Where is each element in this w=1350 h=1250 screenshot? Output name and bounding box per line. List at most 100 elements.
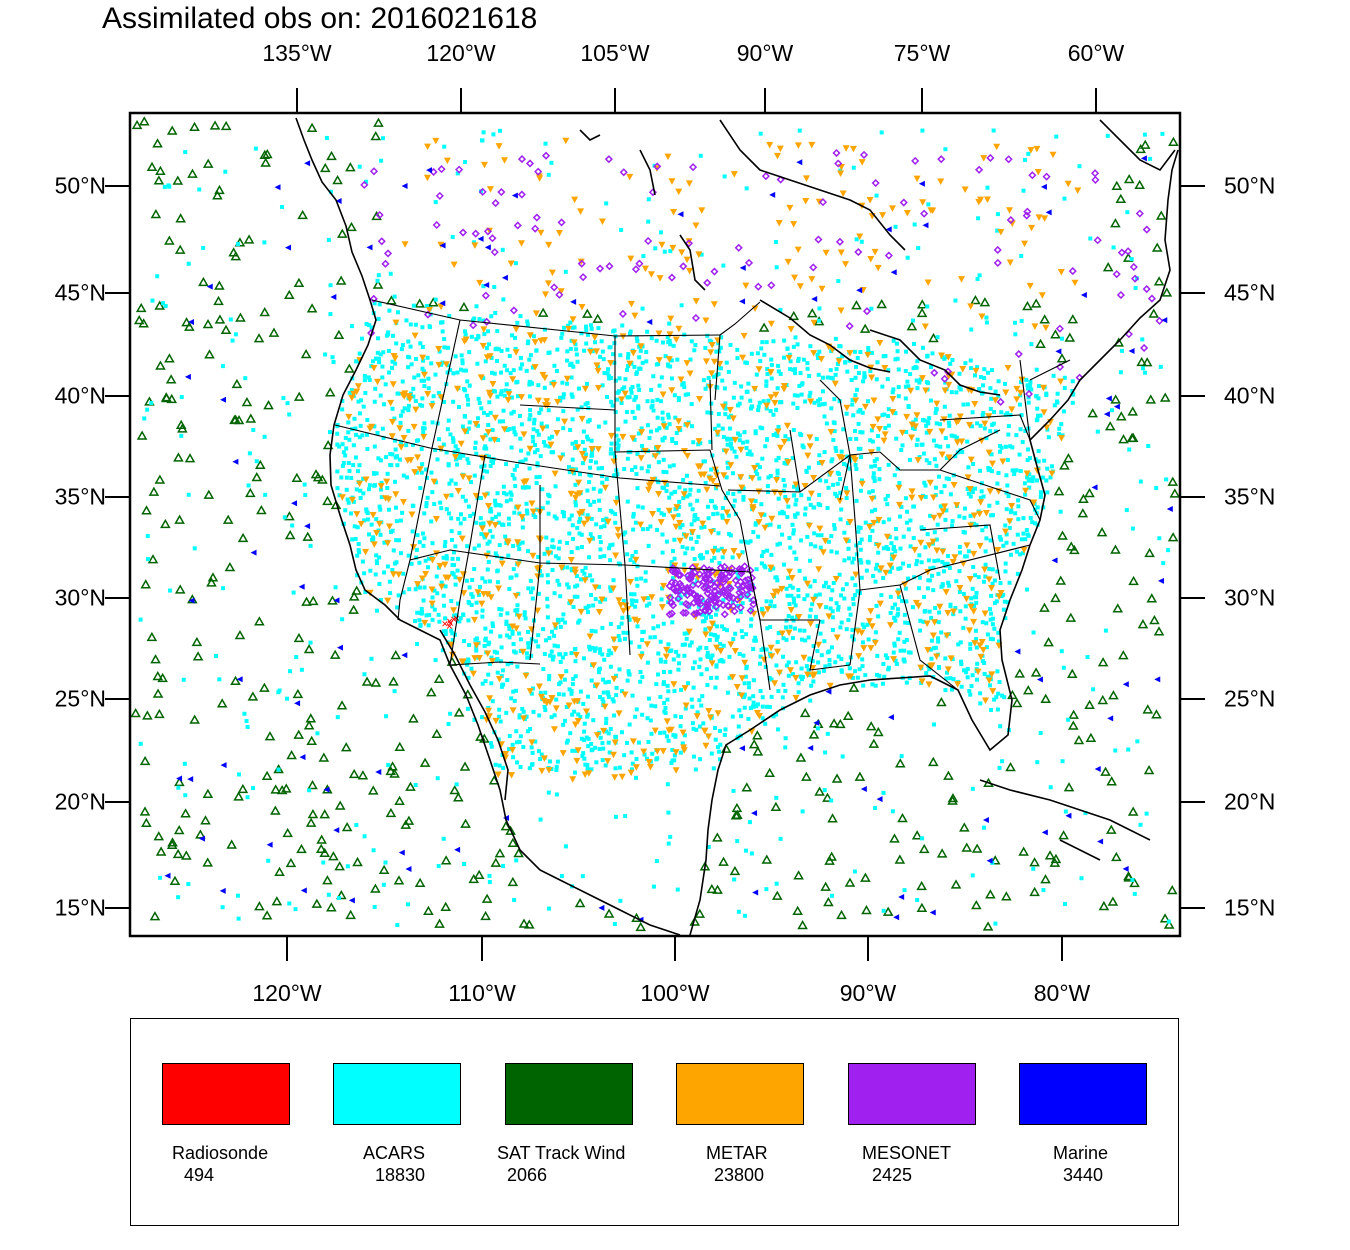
- metar-marker: [767, 394, 775, 401]
- mesonet-marker: [1023, 207, 1032, 216]
- sat-wind-marker: [1167, 532, 1179, 542]
- acars-marker: [390, 452, 395, 457]
- acars-marker: [701, 721, 706, 726]
- acars-marker: [1008, 444, 1013, 449]
- acars-marker: [651, 559, 656, 564]
- acars-marker: [870, 489, 875, 494]
- metar-marker: [986, 488, 994, 495]
- right-lat-label: 50°N: [1224, 172, 1276, 199]
- metar-marker: [629, 738, 637, 745]
- acars-marker: [676, 667, 681, 672]
- sat-wind-marker: [1104, 421, 1116, 431]
- acars-marker: [758, 358, 763, 363]
- acars-marker: [835, 481, 840, 486]
- acars-marker: [529, 745, 534, 750]
- acars-marker: [800, 675, 805, 680]
- acars-marker: [959, 662, 964, 667]
- metar-marker: [471, 655, 479, 662]
- acars-marker: [142, 416, 147, 421]
- acars-marker: [362, 834, 367, 839]
- acars-marker: [551, 450, 556, 455]
- acars-marker: [670, 576, 675, 581]
- mesonet-marker: [517, 190, 526, 199]
- acars-marker: [534, 348, 539, 353]
- acars-marker: [472, 473, 477, 478]
- acars-marker: [467, 643, 472, 648]
- acars-marker: [906, 404, 911, 409]
- acars-marker: [539, 573, 544, 578]
- acars-marker: [949, 687, 954, 692]
- metar-marker: [1017, 389, 1025, 397]
- sat-wind-marker: [970, 295, 981, 305]
- acars-marker: [669, 376, 674, 381]
- metar-marker: [392, 491, 400, 498]
- acars-marker: [894, 436, 899, 441]
- acars-marker: [703, 345, 708, 350]
- acars-marker: [345, 497, 350, 502]
- acars-marker: [790, 456, 795, 461]
- acars-marker: [672, 753, 677, 758]
- acars-marker: [547, 759, 552, 764]
- acars-marker: [420, 345, 425, 350]
- acars-marker: [410, 529, 415, 534]
- acars-marker: [656, 624, 661, 629]
- acars-marker: [771, 714, 776, 719]
- acars-marker: [683, 551, 688, 556]
- acars-marker: [808, 542, 813, 547]
- acars-marker: [823, 664, 828, 669]
- acars-marker: [357, 351, 362, 356]
- acars-marker: [792, 484, 797, 489]
- acars-marker: [649, 405, 654, 410]
- acars-marker: [717, 749, 722, 754]
- metar-marker: [678, 249, 686, 256]
- acars-marker: [700, 598, 705, 603]
- acars-marker: [450, 537, 455, 542]
- acars-marker: [447, 313, 452, 318]
- acars-marker: [518, 355, 523, 360]
- acars-marker: [608, 543, 613, 548]
- acars-marker: [710, 453, 715, 458]
- acars-marker: [500, 247, 505, 252]
- acars-marker: [307, 788, 312, 793]
- acars-marker: [367, 378, 372, 383]
- sat-wind-marker: [1111, 180, 1123, 191]
- metar-marker: [526, 445, 534, 453]
- acars-marker: [441, 593, 446, 598]
- acars-marker: [1026, 386, 1031, 391]
- sat-wind-marker: [731, 802, 743, 813]
- acars-marker: [346, 420, 351, 425]
- acars-marker: [635, 624, 640, 629]
- acars-marker: [693, 343, 698, 348]
- metar-marker: [810, 319, 818, 327]
- acars-marker: [686, 681, 691, 686]
- acars-marker: [571, 536, 576, 541]
- acars-marker: [982, 367, 987, 372]
- acars-marker: [400, 409, 405, 414]
- metar-marker: [469, 670, 477, 678]
- sat-wind-marker: [460, 818, 471, 828]
- acars-marker: [514, 858, 519, 863]
- sat-wind-marker: [1167, 476, 1179, 486]
- acars-marker: [535, 447, 540, 452]
- acars-marker: [850, 398, 855, 403]
- metar-marker: [827, 429, 835, 436]
- acars-marker: [385, 471, 390, 476]
- acars-marker: [574, 574, 579, 579]
- acars-marker: [720, 555, 725, 560]
- acars-marker: [414, 470, 419, 475]
- acars-marker: [404, 443, 409, 448]
- metar-marker: [921, 323, 929, 331]
- acars-marker: [655, 397, 660, 402]
- metar-marker: [962, 595, 970, 603]
- metar-marker: [680, 744, 688, 751]
- acars-marker: [748, 623, 753, 628]
- acars-marker: [1056, 432, 1061, 437]
- acars-marker: [949, 433, 954, 438]
- acars-marker: [537, 569, 542, 574]
- metar-marker: [338, 494, 346, 501]
- sat-wind-marker: [861, 905, 872, 915]
- sat-wind-marker: [202, 318, 214, 329]
- acars-marker: [489, 655, 494, 660]
- metar-marker: [879, 212, 887, 219]
- metar-marker: [385, 523, 393, 531]
